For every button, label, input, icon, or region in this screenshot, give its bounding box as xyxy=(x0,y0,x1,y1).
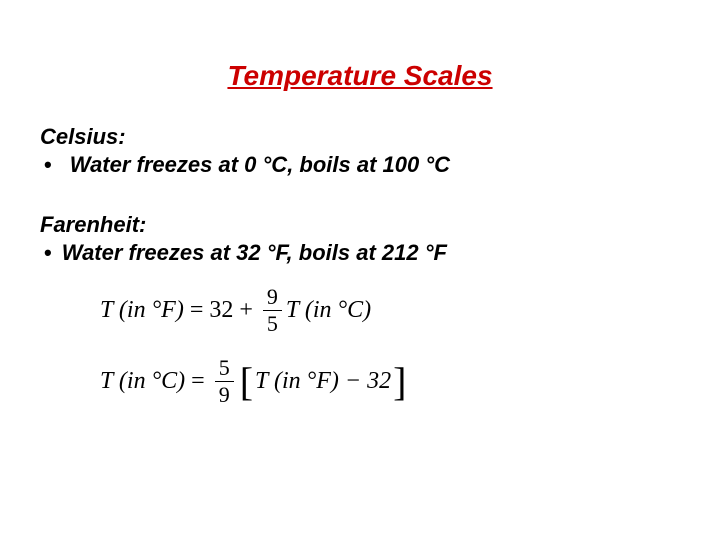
f2-fraction: 5 9 xyxy=(215,357,234,406)
bullet-icon: • xyxy=(44,240,52,266)
fahrenheit-heading: Farenheit: xyxy=(40,212,680,238)
formula-c-to-f: T (in °F) = 32 + 9 5 T (in °C) xyxy=(100,286,680,335)
f2-eq: = xyxy=(191,368,205,395)
f1-plus: + xyxy=(239,297,253,324)
f1-eq: = xyxy=(190,297,204,324)
celsius-block: Celsius: • Water freezes at 0 °C, boils … xyxy=(40,124,680,178)
f2-lhs: T (in °C) xyxy=(100,368,185,395)
bullet-icon: • xyxy=(44,152,52,178)
right-bracket-icon: ] xyxy=(393,366,406,398)
f1-fraction: 9 5 xyxy=(263,286,282,335)
f1-rhs: T (in °C) xyxy=(286,297,371,324)
fahrenheit-bullet-row: • Water freezes at 32 °F, boils at 212 °… xyxy=(40,240,680,266)
celsius-bullet-row: • Water freezes at 0 °C, boils at 100 °C xyxy=(40,152,680,178)
f1-denominator: 5 xyxy=(263,311,282,335)
f2-denominator: 9 xyxy=(215,382,234,406)
left-bracket-icon: [ xyxy=(240,366,253,398)
celsius-heading: Celsius: xyxy=(40,124,680,150)
celsius-bullet-text: Water freezes at 0 °C, boils at 100 °C xyxy=(70,152,450,178)
f1-const: 32 xyxy=(209,297,233,324)
f2-numerator: 5 xyxy=(215,357,234,382)
fahrenheit-block: Farenheit: • Water freezes at 32 °F, boi… xyxy=(40,212,680,266)
f1-lhs: T (in °F) xyxy=(100,297,184,324)
page-title: Temperature Scales xyxy=(40,60,680,92)
formula-f-to-c: T (in °C) = 5 9 [ T (in °F) − 32 ] xyxy=(100,357,680,406)
f2-inner: T (in °F) − 32 xyxy=(255,368,391,395)
formulas-block: T (in °F) = 32 + 9 5 T (in °C) T (in °C)… xyxy=(100,286,680,406)
fahrenheit-bullet-text: Water freezes at 32 °F, boils at 212 °F xyxy=(62,240,447,266)
f1-numerator: 9 xyxy=(263,286,282,311)
